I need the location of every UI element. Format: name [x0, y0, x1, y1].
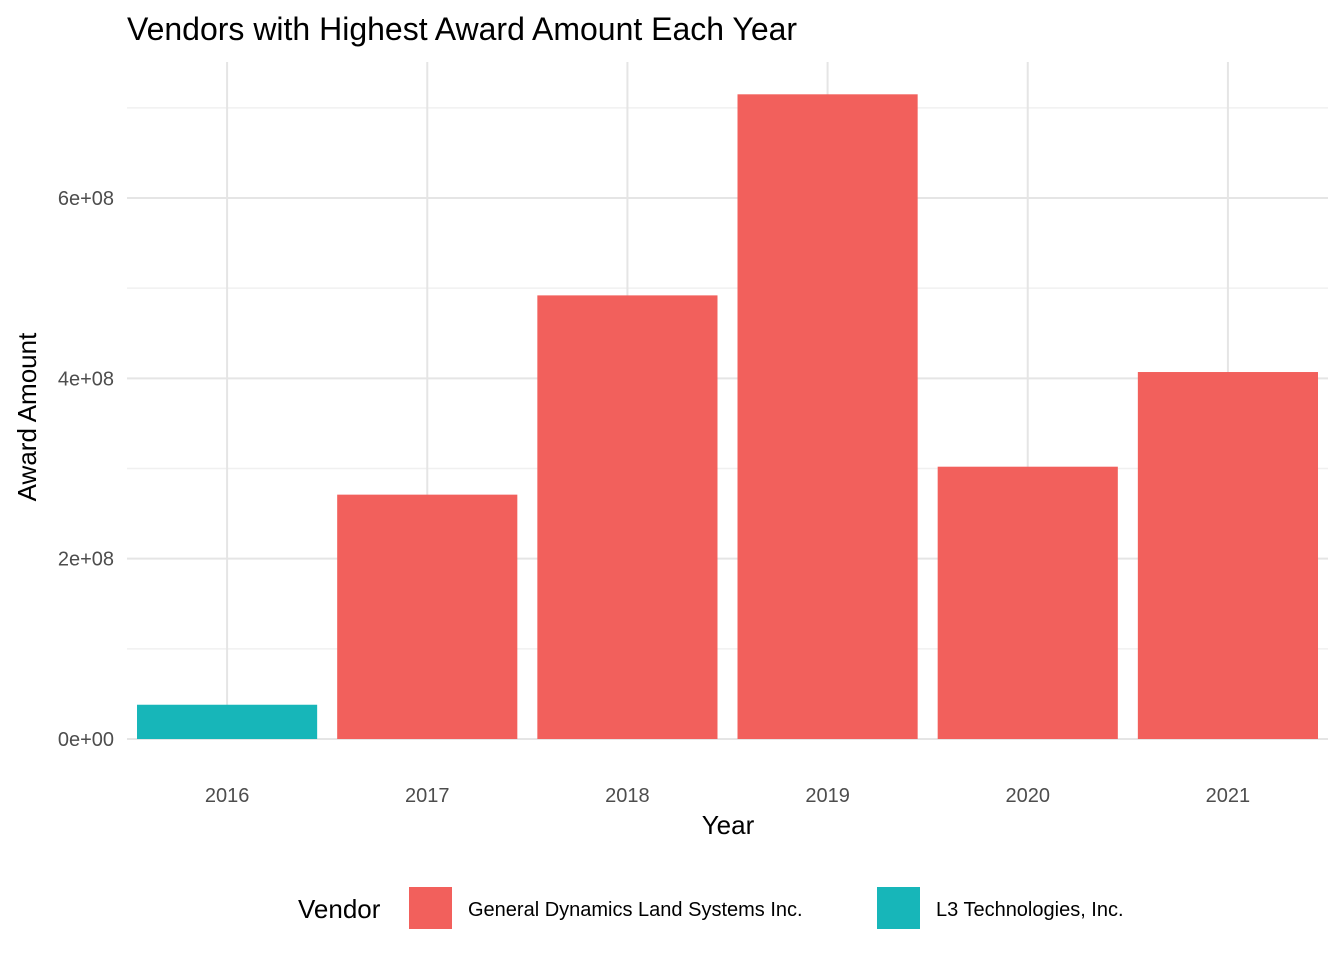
- legend-key-general-dynamics: [409, 887, 452, 929]
- bar-2018: [537, 295, 718, 739]
- x-axis-title: Year: [702, 810, 755, 840]
- x-tick-label: 2019: [805, 785, 850, 807]
- legend-label-l3: L3 Technologies, Inc.: [936, 899, 1124, 921]
- bar-2017: [337, 494, 518, 739]
- bar-2016: [137, 704, 318, 739]
- bars: [137, 94, 1318, 739]
- bar-2021: [1137, 372, 1318, 739]
- x-axis-ticks: 2016 2017 2018 2019 2020 2021: [205, 785, 1250, 807]
- y-tick-label: 6e+08: [58, 188, 114, 210]
- x-tick-label: 2018: [605, 785, 650, 807]
- y-tick-label: 4e+08: [58, 368, 114, 390]
- chart-title: Vendors with Highest Award Amount Each Y…: [127, 11, 797, 47]
- y-tick-label: 2e+08: [58, 549, 114, 571]
- x-tick-label: 2016: [205, 785, 250, 807]
- x-tick-label: 2021: [1206, 785, 1251, 807]
- bar-2019: [737, 94, 918, 739]
- legend-label-general-dynamics: General Dynamics Land Systems Inc.: [468, 899, 803, 921]
- x-tick-label: 2020: [1006, 785, 1051, 807]
- legend: Vendor General Dynamics Land Systems Inc…: [298, 887, 1124, 929]
- bar-2020: [937, 466, 1118, 739]
- legend-key-l3: [877, 887, 920, 929]
- y-axis-ticks: 0e+00 2e+08 4e+08 6e+08: [58, 188, 114, 751]
- y-axis-title: Award Amount: [12, 332, 42, 501]
- y-tick-label: 0e+00: [58, 729, 114, 751]
- legend-title: Vendor: [298, 894, 381, 924]
- x-tick-label: 2017: [405, 785, 450, 807]
